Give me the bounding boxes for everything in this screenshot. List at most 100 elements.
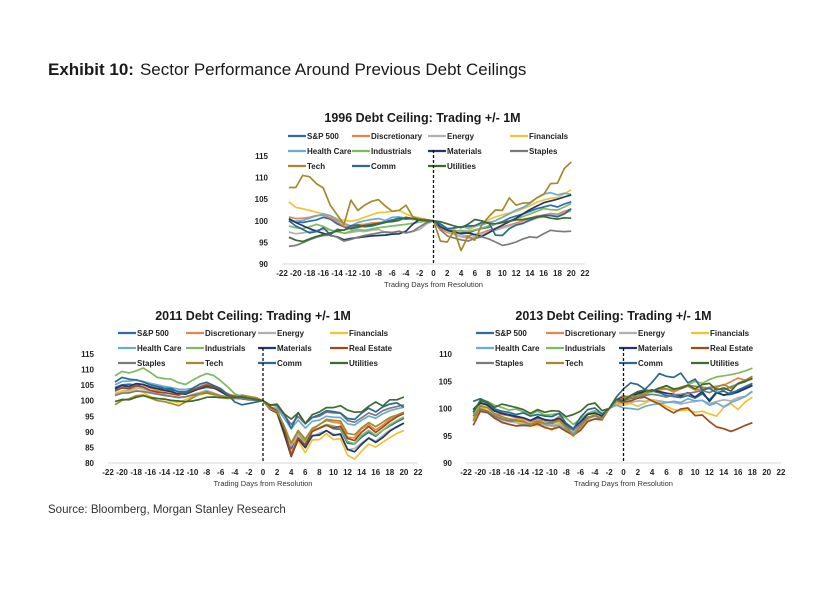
- y-tick-label: 95: [443, 432, 452, 441]
- x-tick-label: -22: [276, 269, 288, 278]
- legend-label: Energy: [277, 329, 305, 338]
- y-tick-label: 100: [439, 405, 453, 414]
- legend-label: Health Care: [495, 344, 540, 353]
- legend-item-health-care: Health Care: [288, 147, 352, 156]
- series-line-utilities: [288, 215, 572, 243]
- legend-label: Materials: [447, 147, 482, 156]
- y-tick-label: 90: [259, 260, 268, 269]
- x-tick-label: 10: [329, 468, 338, 477]
- x-tick-label: 16: [371, 468, 380, 477]
- legend-item-tech: Tech: [288, 162, 325, 171]
- x-tick-label: 4: [459, 269, 464, 278]
- x-tick-label: 14: [525, 269, 534, 278]
- source-note: Source: Bloomberg, Morgan Stanley Resear…: [48, 504, 286, 516]
- x-tick-label: -20: [475, 468, 487, 477]
- legend-label: Financials: [710, 329, 750, 338]
- x-tick-label: 22: [777, 468, 786, 477]
- legend-label: Industrials: [205, 344, 246, 353]
- legend-item-industrials: Industrials: [352, 147, 412, 156]
- x-tick-label: -8: [563, 468, 571, 477]
- x-tick-label: -12: [173, 468, 185, 477]
- legend-item-real-estate: Real Estate: [691, 344, 754, 353]
- legend-label: Real Estate: [710, 344, 754, 353]
- legend-item-staples: Staples: [510, 147, 558, 156]
- x-tick-label: -2: [245, 468, 253, 477]
- legend-label: S&P 500: [495, 329, 527, 338]
- x-tick-label: 8: [679, 468, 684, 477]
- x-tick-label: 4: [650, 468, 655, 477]
- x-tick-label: 18: [748, 468, 757, 477]
- x-tick-label: -6: [389, 269, 397, 278]
- legend-item-discretionary: Discretionary: [352, 132, 423, 141]
- chart-2013: 2013 Debt Ceiling: Trading +/- 1M S&P 500…: [436, 302, 791, 492]
- legend-item-tech: Tech: [546, 359, 583, 368]
- y-tick-label: 95: [85, 412, 94, 421]
- legend-item-materials: Materials: [258, 344, 312, 353]
- x-tick-label: 20: [762, 468, 771, 477]
- x-tick-label: -4: [402, 269, 410, 278]
- x-tick-label: 6: [473, 269, 478, 278]
- legend-label: S&P 500: [307, 132, 339, 141]
- legend-item-financials: Financials: [691, 329, 750, 338]
- legend-label: Utilities: [349, 359, 378, 368]
- legend-label: Utilities: [447, 162, 476, 171]
- y-tick-label: 80: [85, 459, 94, 468]
- x-axis-label: Trading Days from Resolution: [214, 479, 313, 488]
- x-tick-label: -10: [546, 468, 558, 477]
- legend-label: Health Care: [137, 344, 182, 353]
- chart-svg: 2013 Debt Ceiling: Trading +/- 1M S&P 500…: [439, 309, 786, 488]
- legend-label: Discretionary: [371, 132, 423, 141]
- legend-item-comm: Comm: [352, 162, 396, 171]
- exhibit-label: Exhibit 10:: [48, 60, 134, 79]
- y-tick-label: 85: [85, 443, 94, 452]
- x-tick-label: -10: [359, 269, 371, 278]
- legend-label: Industrials: [371, 147, 412, 156]
- y-tick-label: 110: [439, 350, 452, 359]
- legend-label: Materials: [277, 344, 312, 353]
- legend-item-financials: Financials: [510, 132, 569, 141]
- x-tick-label: 2: [445, 269, 450, 278]
- legend-label: Discretionary: [565, 329, 617, 338]
- y-tick-label: 100: [255, 217, 269, 226]
- x-tick-label: -12: [345, 269, 357, 278]
- chart-svg: 1996 Debt Ceiling: Trading +/- 1M S&P 500…: [255, 111, 590, 289]
- legend-item-real-estate: Real Estate: [330, 344, 393, 353]
- legend-label: Health Care: [307, 147, 352, 156]
- legend-label: Staples: [137, 359, 166, 368]
- x-tick-label: -22: [102, 468, 114, 477]
- legend-label: Discretionary: [205, 329, 257, 338]
- x-tick-label: -10: [187, 468, 199, 477]
- x-tick-label: 14: [719, 468, 728, 477]
- chart-title: 2013 Debt Ceiling: Trading +/- 1M: [515, 309, 711, 323]
- x-tick-label: -4: [231, 468, 239, 477]
- x-tick-label: -6: [577, 468, 585, 477]
- legend-item-industrials: Industrials: [546, 344, 606, 353]
- x-tick-label: -14: [331, 269, 343, 278]
- y-tick-label: 100: [81, 397, 95, 406]
- y-tick-label: 105: [81, 381, 95, 390]
- x-tick-label: 4: [289, 468, 294, 477]
- legend-item-sandp-500: S&P 500: [288, 132, 339, 141]
- y-tick-label: 110: [81, 366, 94, 375]
- y-tick-label: 90: [443, 459, 452, 468]
- x-tick-label: -16: [144, 468, 156, 477]
- x-tick-label: 16: [539, 269, 548, 278]
- x-tick-label: -20: [116, 468, 128, 477]
- x-tick-label: 8: [486, 269, 491, 278]
- series-line-utilities: [114, 394, 405, 425]
- legend-label: Industrials: [565, 344, 606, 353]
- y-tick-label: 110: [255, 174, 268, 183]
- chart-1996: 1996 Debt Ceiling: Trading +/- 1M S&P 500…: [250, 104, 595, 294]
- series-line-staples: [114, 390, 405, 426]
- legend-item-utilities: Utilities: [330, 359, 378, 368]
- x-tick-label: 6: [664, 468, 669, 477]
- x-tick-label: -16: [318, 269, 330, 278]
- x-tick-label: 8: [317, 468, 322, 477]
- exhibit-heading: Sector Performance Around Previous Debt …: [139, 60, 527, 79]
- legend-item-discretionary: Discretionary: [546, 329, 617, 338]
- x-tick-label: -2: [416, 269, 424, 278]
- x-tick-label: -16: [503, 468, 515, 477]
- x-tick-label: -8: [203, 468, 211, 477]
- y-tick-label: 95: [259, 238, 268, 247]
- legend-item-comm: Comm: [258, 359, 302, 368]
